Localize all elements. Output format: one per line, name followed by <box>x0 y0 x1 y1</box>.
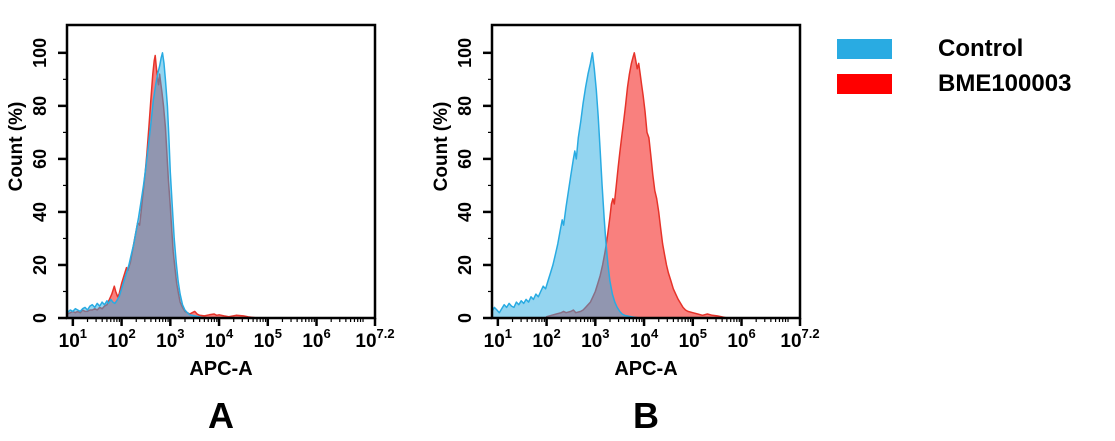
x-tick-label: 101 <box>59 326 87 352</box>
panel-b-chart: 101 102 103 104 105 106 107.2 0 20 40 60 80 100 Count… <box>431 23 820 436</box>
x-tick-label: 103 <box>156 326 184 352</box>
legend-item-control: Control <box>837 36 1071 62</box>
y-tick-label: 60 <box>30 149 50 169</box>
y-tick-label: 0 <box>455 313 475 323</box>
series-control-area <box>491 52 640 319</box>
control-legend-label: Control <box>938 35 1024 62</box>
y-tick-label: 40 <box>30 202 50 222</box>
legend-item-bme100003: BME100003 <box>837 71 1071 97</box>
x-tick-label: 104 <box>205 326 234 352</box>
y-tick-label: 60 <box>455 149 475 169</box>
x-tick-label: 106 <box>302 326 330 352</box>
y-tick-label: 20 <box>455 255 475 275</box>
y-axis-label: Count (%) <box>431 102 452 192</box>
legend: Control BME100003 <box>837 36 1071 97</box>
x-tick-label: 105 <box>254 326 282 352</box>
y-tick-label: 100 <box>30 38 50 68</box>
y-tick-label: 80 <box>30 96 50 116</box>
x-tick-label: 103 <box>581 326 609 352</box>
y-tick-label: 100 <box>455 38 475 68</box>
x-tick-label: 102 <box>107 326 135 352</box>
y-tick-label: 0 <box>30 313 50 323</box>
x-axis-label: APC-A <box>189 358 252 380</box>
y-tick-label: 20 <box>30 255 50 275</box>
x-tick-label: 102 <box>532 326 560 352</box>
bme100003-color-swatch <box>837 74 892 94</box>
plot-box <box>490 23 802 320</box>
x-tick-label: 107.2 <box>780 326 819 352</box>
y-tick-label: 80 <box>455 96 475 116</box>
x-tick-label: 106 <box>727 326 755 352</box>
y-tick-label: 40 <box>455 202 475 222</box>
x-tick-label: 101 <box>484 326 512 352</box>
y-axis-label: Count (%) <box>6 102 27 192</box>
x-tick-label: 104 <box>630 326 659 352</box>
panel-letter: A <box>208 395 234 436</box>
plot-box <box>65 23 377 320</box>
series-control-area <box>66 52 206 319</box>
bme100003-legend-label: BME100003 <box>938 70 1072 97</box>
x-tick-label: 105 <box>679 326 707 352</box>
control-color-swatch <box>837 39 892 59</box>
x-tick-label: 107.2 <box>355 326 394 352</box>
panel-a-chart: 101 102 103 104 105 106 107.2 0 20 40 60 80 100 Count… <box>6 23 395 436</box>
x-axis-label: APC-A <box>614 358 677 380</box>
panel-letter: B <box>633 395 659 436</box>
